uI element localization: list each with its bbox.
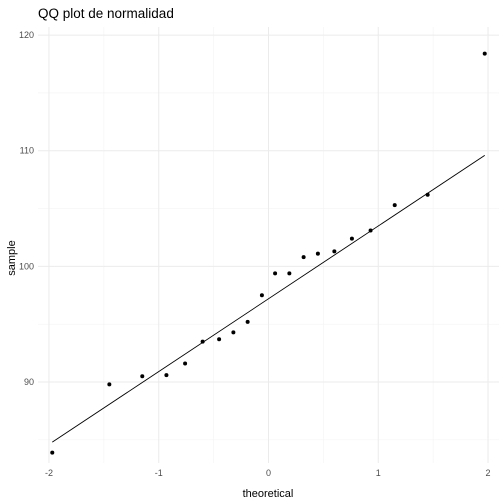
qq-point-19: [482, 51, 487, 56]
qq-point-14: [332, 249, 337, 254]
qq-point-13: [315, 251, 320, 256]
qq-point-9: [259, 293, 264, 298]
qq-point-12: [301, 255, 306, 260]
y-tick-label: 120: [19, 30, 34, 40]
x-tick-label: -1: [155, 468, 163, 478]
qq-point-16: [368, 228, 373, 233]
x-tick-label: 1: [376, 468, 381, 478]
y-axis-label: sample: [6, 240, 18, 275]
qq-point-0: [50, 450, 55, 455]
y-tick-label: 100: [19, 261, 34, 271]
qq-reference-line: [52, 154, 485, 443]
qq-point-2: [140, 374, 145, 379]
grid: [38, 27, 499, 463]
qq-point-15: [349, 236, 354, 241]
x-tick-label: -2: [45, 468, 53, 478]
qq-point-3: [164, 373, 169, 378]
qq-point-1: [107, 382, 112, 387]
points-layer: [50, 51, 487, 455]
chart-title: QQ plot de normalidad: [38, 6, 174, 21]
y-tick-label: 90: [24, 377, 34, 387]
qq-point-7: [231, 330, 236, 335]
qq-point-4: [183, 361, 188, 366]
x-axis-label: theoretical: [243, 488, 294, 500]
qq-point-5: [200, 339, 205, 344]
qq-point-11: [287, 271, 292, 276]
plot-panel: [38, 27, 499, 463]
y-axis-ticks: 90 100 110 120: [19, 30, 34, 387]
x-tick-label: 2: [486, 468, 491, 478]
x-axis-ticks: -2 -1 0 1 2: [45, 468, 491, 478]
x-tick-label: 0: [266, 468, 271, 478]
qq-point-10: [273, 271, 278, 276]
qq-point-6: [217, 337, 222, 342]
reference-line-layer: [52, 154, 485, 443]
y-tick-label: 110: [20, 146, 34, 156]
qq-point-18: [425, 192, 430, 197]
qq-point-17: [392, 203, 397, 208]
qq-point-8: [245, 319, 250, 324]
